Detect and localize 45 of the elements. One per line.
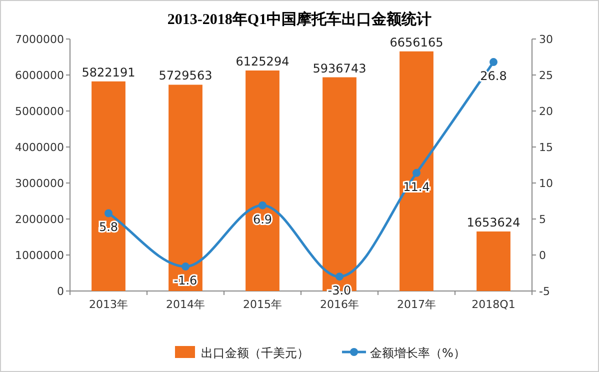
y2-tick-label: 20 [539,105,553,118]
y2-tick-label: -5 [539,285,550,298]
bar [246,70,280,291]
legend-label: 出口金额（千美元） [201,346,309,360]
y2-tick-label: 15 [539,141,553,154]
point [258,201,266,210]
bar [476,231,510,291]
x-tick-label: 2017年 [397,298,436,311]
y2-tick-label: 10 [539,177,553,190]
data-label: 5729563 [158,68,212,83]
y2-tick-label: 25 [539,69,553,82]
y-tick-label: 5000000 [15,105,64,118]
y-tick-label: 0 [57,285,64,298]
bar [400,51,434,291]
point [336,272,344,281]
y2-tick-label: 30 [539,33,553,46]
data-label: 6656165 [390,35,444,50]
y-tick-label: 2000000 [15,213,64,226]
data-label: 5.8 [98,220,118,234]
bar [168,84,202,291]
point [490,58,498,66]
x-tick-label: 2014年 [166,298,205,311]
y2-tick-label: 5 [539,213,546,226]
y2-tick-label: 0 [539,249,546,262]
data-label: 5936743 [312,61,366,76]
x-tick-label: 2013年 [89,298,128,311]
bar [92,81,126,291]
x-tick-label: 2016年 [320,298,359,311]
data-label: 6.9 [252,212,272,226]
y-tick-label: 7000000 [15,33,64,46]
y-tick-label: 1000000 [15,249,64,262]
point [104,209,112,218]
chart-title: 2013-2018年Q1中国摩托车出口金额统计 [167,10,432,28]
x-tick-label: 2015年 [243,298,282,311]
data-label: -1.6 [174,274,198,288]
y-tick-label: 4000000 [15,141,64,154]
y-tick-label: 6000000 [15,69,64,82]
data-label: 1653624 [466,215,520,230]
data-label: 5822191 [82,65,136,80]
y-tick-label: 3000000 [15,177,64,190]
x-tick-label: 2018Q1 [472,298,516,311]
legend-label: 金额增长率（%） [370,346,466,360]
point [412,168,420,177]
point [182,262,190,271]
data-label: 6125294 [236,54,290,68]
